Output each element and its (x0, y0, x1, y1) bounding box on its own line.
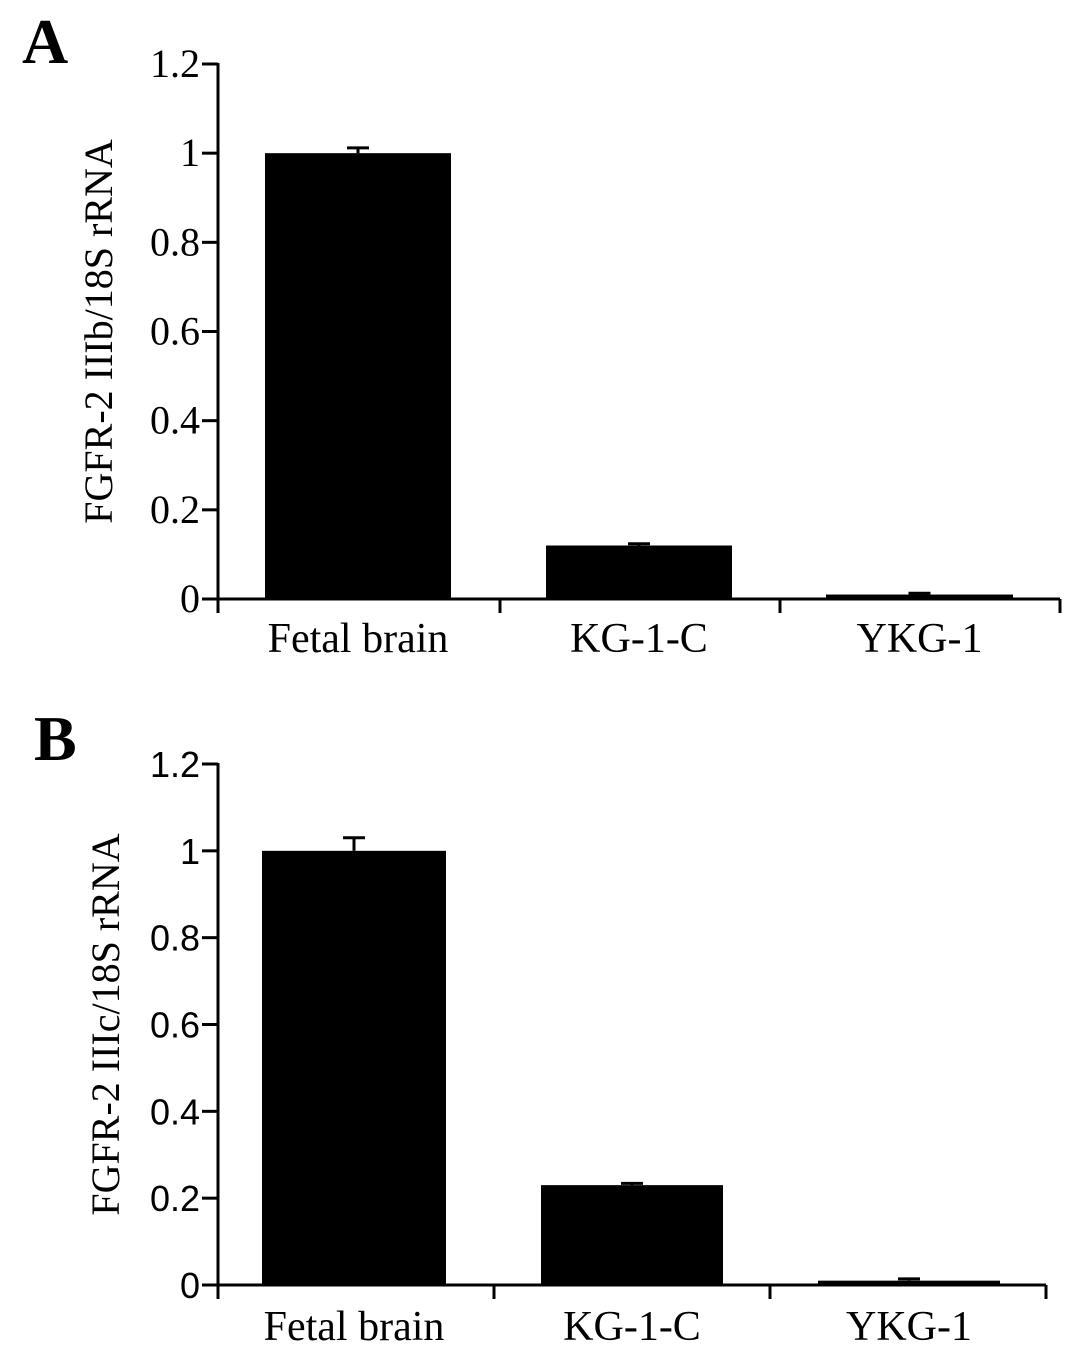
y-tick-label: 1.2 (150, 41, 200, 86)
y-tick-label: 1 (180, 130, 200, 175)
panel-letter: B (34, 703, 77, 774)
x-category-label: YKG-1 (857, 616, 983, 662)
y-tick-label: 0.2 (150, 1178, 200, 1219)
y-tick-label: 0.8 (150, 219, 200, 264)
y-axis-title: FGFR-2 IIIb/18S rRNA (76, 139, 121, 524)
x-category-label: Fetal brain (268, 616, 449, 662)
y-tick-label: 0.6 (150, 1005, 200, 1046)
x-category-label: KG-1-C (563, 1304, 701, 1350)
x-category-label: YKG-1 (846, 1304, 972, 1350)
y-tick-label: 1 (180, 831, 200, 872)
bar-kg-1-c (546, 545, 732, 599)
bar-ykg-1 (826, 594, 1013, 599)
y-tick-label: 0 (180, 1265, 200, 1306)
y-tick-label: 0 (180, 576, 200, 621)
bar-kg-1-c (541, 1185, 723, 1285)
y-tick-label: 0.2 (150, 487, 200, 532)
x-category-label: KG-1-C (570, 616, 708, 662)
y-tick-label: 1.2 (150, 744, 200, 785)
y-tick-label: 0.4 (150, 1091, 200, 1132)
panel-letter: A (22, 6, 68, 77)
y-tick-label: 0.4 (150, 398, 200, 443)
y-tick-label: 0.6 (150, 309, 200, 354)
bar-fetal-brain (265, 153, 451, 599)
bar-fetal-brain (262, 850, 446, 1285)
y-axis-title: FGFR-2 IIIc/18S rRNA (83, 833, 128, 1215)
bar-ykg-1 (818, 1280, 1000, 1285)
panel-b-chart: B 0 0.2 0.4 0.6 0.8 1 1.2 FGFR-2 IIIc/18S rRNA Fe… (34, 703, 1048, 1350)
panel-a-chart: A 0 0.2 0.4 0.6 0.8 1 1.2 FGFR-2 IIIb/18S rRNA Fe… (22, 6, 1062, 662)
x-category-label: Fetal brain (264, 1304, 445, 1350)
y-tick-label: 0.8 (150, 918, 200, 959)
